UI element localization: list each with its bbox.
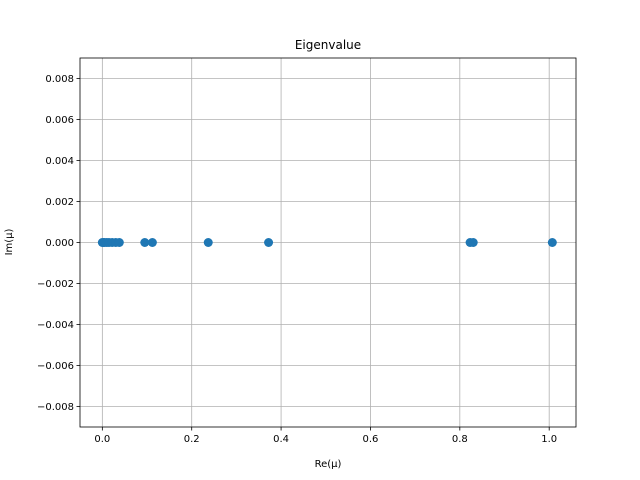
y-tick-label: 0.002 xyxy=(45,197,74,208)
eigenvalue-point xyxy=(203,238,213,247)
x-tick-label: 0.6 xyxy=(362,434,378,445)
y-tick-label: −0.002 xyxy=(37,279,74,290)
eigenvalue-point xyxy=(140,238,150,247)
y-tick-label: 0.004 xyxy=(45,156,74,167)
x-axis-label: Re(μ) xyxy=(315,459,342,470)
y-tick-label: 0.008 xyxy=(45,74,74,85)
eigenvalue-point xyxy=(264,238,274,247)
y-axis-label: Im(μ) xyxy=(4,228,15,255)
points-layer xyxy=(97,238,557,247)
x-tick-label: 0.2 xyxy=(184,434,200,445)
y-tick-label: 0.000 xyxy=(45,238,74,249)
x-tick-label: 0.4 xyxy=(273,434,289,445)
grid-layer xyxy=(80,58,576,427)
x-tick-label: 1.0 xyxy=(541,434,557,445)
y-tick-label: −0.006 xyxy=(37,361,74,372)
eigenvalue-point xyxy=(468,238,478,247)
eigenvalue-point xyxy=(114,238,124,247)
y-tick-label: −0.004 xyxy=(37,320,74,331)
eigenvalue-point xyxy=(547,238,557,247)
x-tick-label: 0.0 xyxy=(94,434,110,445)
chart-title: Eigenvalue xyxy=(295,38,361,52)
ticks-layer: 0.0 0.2 0.4 0.6 0.8 1.0 −0.008 −0.006 −0.004 −0.0… xyxy=(37,74,557,445)
x-tick-label: 0.8 xyxy=(452,434,468,445)
y-tick-label: −0.008 xyxy=(37,402,74,413)
y-tick-label: 0.006 xyxy=(45,115,74,126)
eigenvalue-point xyxy=(147,238,157,247)
